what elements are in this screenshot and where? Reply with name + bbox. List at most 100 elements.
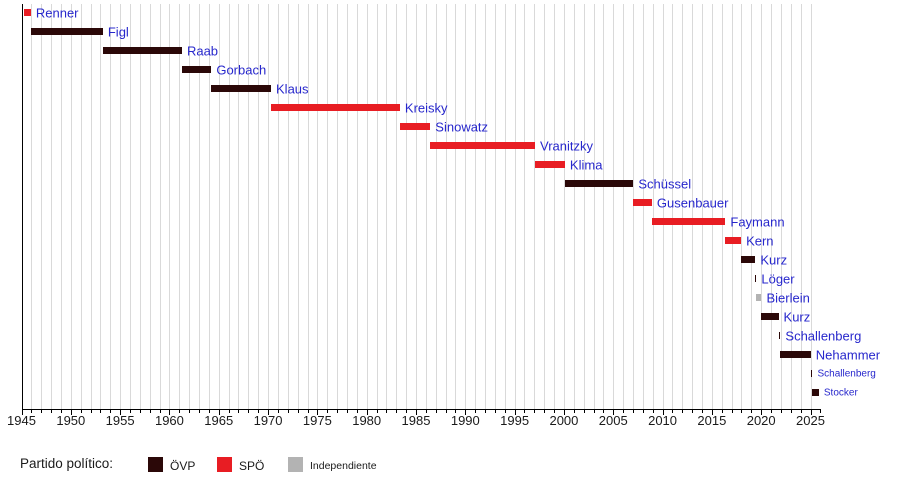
gridline-year [790, 4, 792, 409]
axis-tick [751, 410, 753, 413]
axis-tick [810, 410, 812, 415]
gridline-year [613, 4, 615, 409]
axis-tick [534, 410, 536, 413]
gridline-year [337, 4, 339, 409]
axis-tick [169, 410, 171, 415]
axis-tick [248, 410, 250, 413]
axis-tick [120, 410, 122, 415]
axis-tick [297, 410, 299, 413]
chancellor-label: Stocker [823, 387, 858, 398]
axis-tick [159, 410, 161, 413]
gridline-year [268, 4, 270, 409]
chancellor-label: Raab [186, 43, 219, 58]
legend-swatch-spo [217, 457, 232, 472]
axis-tick [129, 410, 131, 413]
chancellor-label: Schallenberg [785, 328, 862, 343]
axis-year-label: 1980 [352, 413, 382, 428]
axis-tick [346, 410, 348, 413]
gridline-year [366, 4, 368, 409]
gridline-year [179, 4, 181, 409]
timeline-bar [755, 275, 757, 282]
y-axis-line [21, 4, 23, 410]
axis-tick [623, 410, 625, 413]
chancellor-label: Kreisky [404, 100, 448, 115]
gridline-year [149, 4, 151, 409]
axis-tick [771, 410, 773, 413]
axis-tick [455, 410, 457, 413]
axis-tick [465, 410, 467, 415]
axis-tick [642, 410, 644, 413]
gridline-year [761, 4, 763, 409]
axis-tick [179, 410, 181, 413]
axis-tick [366, 410, 368, 415]
timeline-bar [102, 47, 182, 54]
axis-tick [41, 410, 43, 413]
gridline-year [494, 4, 496, 409]
gridline-year [810, 4, 812, 409]
gridline-year [356, 4, 358, 409]
axis-tick [603, 410, 605, 413]
gridline-year [376, 4, 378, 409]
axis-tick [524, 410, 526, 413]
gridline-year [346, 4, 348, 409]
axis-tick [70, 410, 72, 415]
legend-swatch-independiente [288, 457, 303, 472]
timeline-bar [430, 142, 536, 149]
chancellor-label: Renner [35, 5, 79, 20]
gridline-year [297, 4, 299, 409]
axis-tick [702, 410, 703, 413]
gridline-year [514, 4, 516, 409]
axis-tick [692, 410, 694, 413]
chancellor-label: Löger [761, 271, 795, 286]
axis-tick [268, 410, 270, 415]
gridline-year [159, 4, 161, 409]
gridline-year [327, 4, 329, 409]
axis-tick [494, 410, 496, 413]
axis-tick [790, 410, 792, 413]
gridline-year [169, 4, 171, 409]
gridline-year [258, 4, 260, 409]
gridline-year [277, 4, 279, 409]
gridline-year [189, 4, 191, 409]
axis-year-label: 2025 [796, 413, 825, 428]
gridline-year [485, 4, 487, 409]
gridline-year [129, 4, 131, 409]
axis-tick [139, 410, 141, 413]
timeline-bar [399, 123, 431, 130]
timeline-bar [24, 9, 31, 16]
gridline-year [702, 4, 703, 409]
timeline-bar [810, 370, 813, 377]
chancellor-label: Bierlein [766, 290, 810, 305]
gridline-year [475, 4, 477, 409]
gridline-year [100, 4, 102, 409]
axis-tick [51, 410, 53, 413]
axis-tick [327, 410, 329, 413]
timeline-bar [812, 389, 819, 396]
gridline-year [406, 4, 408, 409]
timeline-bar [725, 237, 742, 244]
gridline-year [672, 4, 674, 409]
axis-tick [228, 410, 230, 413]
gridline-year [780, 4, 782, 409]
axis-tick [563, 410, 565, 415]
axis-year-label: 1995 [500, 413, 530, 428]
timeline-bar [780, 351, 811, 358]
legend-label-independiente: Independiente [310, 460, 377, 472]
gridline-year [199, 4, 201, 409]
gridline-year [248, 4, 250, 409]
axis-tick [337, 410, 339, 413]
axis-year-label: 1950 [56, 413, 86, 428]
timeline-bar [651, 218, 726, 225]
chancellor-label: Kern [746, 233, 774, 248]
chancellor-label: Klaus [276, 81, 309, 96]
axis-tick [396, 410, 398, 413]
timeline-bar [761, 313, 779, 320]
gridline-year [682, 4, 684, 409]
axis-year-label: 2005 [598, 413, 628, 428]
axis-tick [80, 410, 82, 413]
axis-year-label: 1970 [253, 413, 283, 428]
axis-tick [514, 410, 516, 415]
gridline-year [416, 4, 417, 409]
axis-tick [100, 410, 102, 413]
chancellor-label: Nehammer [815, 347, 881, 362]
